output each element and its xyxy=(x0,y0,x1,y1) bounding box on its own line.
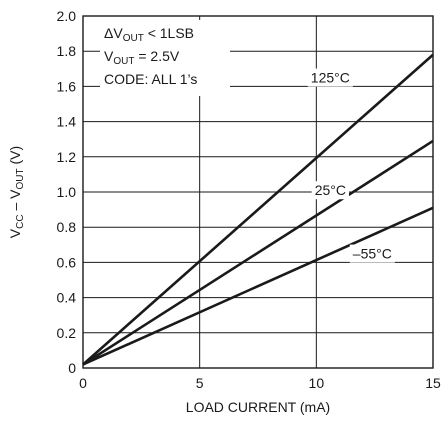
y-tick-label: 0.6 xyxy=(57,254,77,270)
series-label: 25°C xyxy=(315,182,346,198)
x-tick-label: 10 xyxy=(309,375,325,391)
x-tick-label: 5 xyxy=(196,375,204,391)
subscript-text: OUT xyxy=(15,168,26,189)
y-tick-label: 0.2 xyxy=(57,325,77,341)
series-line xyxy=(82,206,434,366)
text-span: < 1LSB xyxy=(144,25,194,41)
text-span: – V xyxy=(7,189,23,215)
y-axis-title: VCC – VOUT (V) xyxy=(7,146,26,238)
annotation-background xyxy=(100,20,230,96)
text-span: CODE: ALL 1’s xyxy=(104,71,197,87)
y-tick-label: 1.0 xyxy=(57,184,77,200)
series-label-background xyxy=(311,181,349,200)
series-line xyxy=(82,139,434,366)
text-span: (V) xyxy=(7,146,23,169)
series-label-background xyxy=(307,68,353,87)
annotation-line: VOUT = 2.5V xyxy=(104,48,180,67)
x-axis-title: LOAD CURRENT (mA) xyxy=(186,399,330,415)
tick-labels: 0 5 10 15 0 0.2 0.4 0.6 0.8 1.0 1.2 1.4 1.6 1.8 2.0 xyxy=(57,8,441,391)
y-tick-label: 1.6 xyxy=(57,78,77,94)
subscript-text: CC xyxy=(15,214,26,228)
y-tick-label: 1.2 xyxy=(57,149,77,165)
y-tick-label: 0.4 xyxy=(57,290,77,306)
series-label-background xyxy=(349,244,395,263)
text-span: V xyxy=(104,48,114,64)
y-tick-label: 0.8 xyxy=(57,219,77,235)
y-tick-label: 0 xyxy=(68,360,76,376)
y-tick-label: 2.0 xyxy=(57,8,77,24)
text-span: V xyxy=(7,228,23,238)
series-lines xyxy=(82,53,434,366)
subscript-text: OUT xyxy=(113,56,134,67)
subscript-text: OUT xyxy=(123,33,144,44)
y-tick-label: 1.4 xyxy=(57,114,77,130)
series-label: –55°C xyxy=(353,246,392,262)
x-tick-label: 15 xyxy=(425,375,441,391)
series-line xyxy=(82,53,434,366)
annotation-line: CODE: ALL 1’s xyxy=(104,71,197,87)
annotation-line: ΔVOUT < 1LSB xyxy=(104,25,194,44)
x-tick-label: 0 xyxy=(79,375,87,391)
series-labels: 125°C 25°C –55°C xyxy=(307,68,395,263)
text-span: = 2.5V xyxy=(134,48,179,64)
y-tick-label: 1.8 xyxy=(57,43,77,59)
text-span: ΔV xyxy=(104,25,123,41)
plot-frame xyxy=(82,15,434,369)
series-label: 125°C xyxy=(311,70,350,86)
